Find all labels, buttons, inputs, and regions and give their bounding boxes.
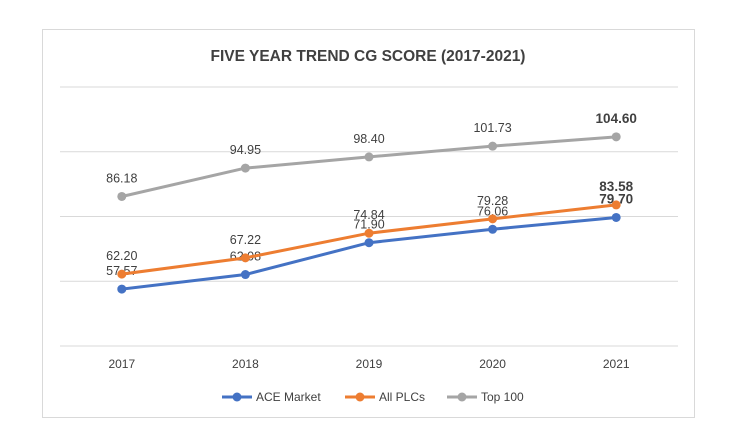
legend-label: ACE Market <box>256 390 321 404</box>
data-label: 98.40 <box>353 132 384 146</box>
data-point <box>240 163 250 173</box>
data-label: 79.70 <box>599 191 633 206</box>
x-tick-label: 2019 <box>356 357 383 371</box>
data-point <box>240 270 250 280</box>
series-all-plcs: 62.20 67.22 74.84 79.28 83.58 <box>106 179 634 279</box>
data-label: 67.22 <box>230 233 261 247</box>
legend-label: Top 100 <box>481 390 524 404</box>
data-point <box>364 152 374 162</box>
x-tick-label: 2020 <box>479 357 506 371</box>
series-lines: 57.5762.0871.9076.0679.7062.2067.2274.84… <box>106 111 637 294</box>
data-point <box>611 212 621 222</box>
data-point <box>488 224 498 234</box>
data-point <box>117 269 127 279</box>
chart-title: FIVE YEAR TREND CG SCORE (2017-2021) <box>211 48 526 65</box>
data-point <box>488 214 498 224</box>
data-point <box>611 200 621 210</box>
data-label: 83.58 <box>599 179 633 194</box>
data-point <box>488 141 498 151</box>
legend-marker <box>457 392 467 402</box>
legend-marker <box>232 392 242 402</box>
x-tick-label: 2018 <box>232 357 259 371</box>
legend: ACE Market All PLCs Top 100 <box>222 390 524 404</box>
x-tick-label: 2021 <box>603 357 630 371</box>
series-top-100: 86.18 94.95 98.40 101.73 104.60 <box>106 111 637 201</box>
data-label: 94.95 <box>230 143 261 157</box>
x-tick-label: 2017 <box>108 357 135 371</box>
data-point <box>364 238 374 248</box>
legend-item: ACE Market <box>222 390 321 404</box>
legend-item: All PLCs <box>345 390 425 404</box>
data-point <box>240 253 250 263</box>
data-label: 71.90 <box>353 218 384 232</box>
data-label: 79.28 <box>477 194 508 208</box>
data-label: 76.06 <box>477 204 508 218</box>
legend-marker <box>355 392 365 402</box>
data-label: 74.84 <box>353 208 384 222</box>
data-label: 104.60 <box>596 111 637 126</box>
data-point <box>611 132 621 142</box>
legend-item: Top 100 <box>447 390 524 404</box>
data-label: 86.18 <box>106 171 137 185</box>
data-point <box>364 228 374 238</box>
data-label: 62.20 <box>106 249 137 263</box>
gridlines <box>60 86 678 347</box>
data-point <box>117 284 127 294</box>
data-point <box>117 191 127 201</box>
x-axis-ticks: 2017 2018 2019 2020 2021 <box>108 357 629 371</box>
chart-frame <box>42 29 695 418</box>
data-label: 101.73 <box>473 121 511 135</box>
legend-label: All PLCs <box>379 390 425 404</box>
